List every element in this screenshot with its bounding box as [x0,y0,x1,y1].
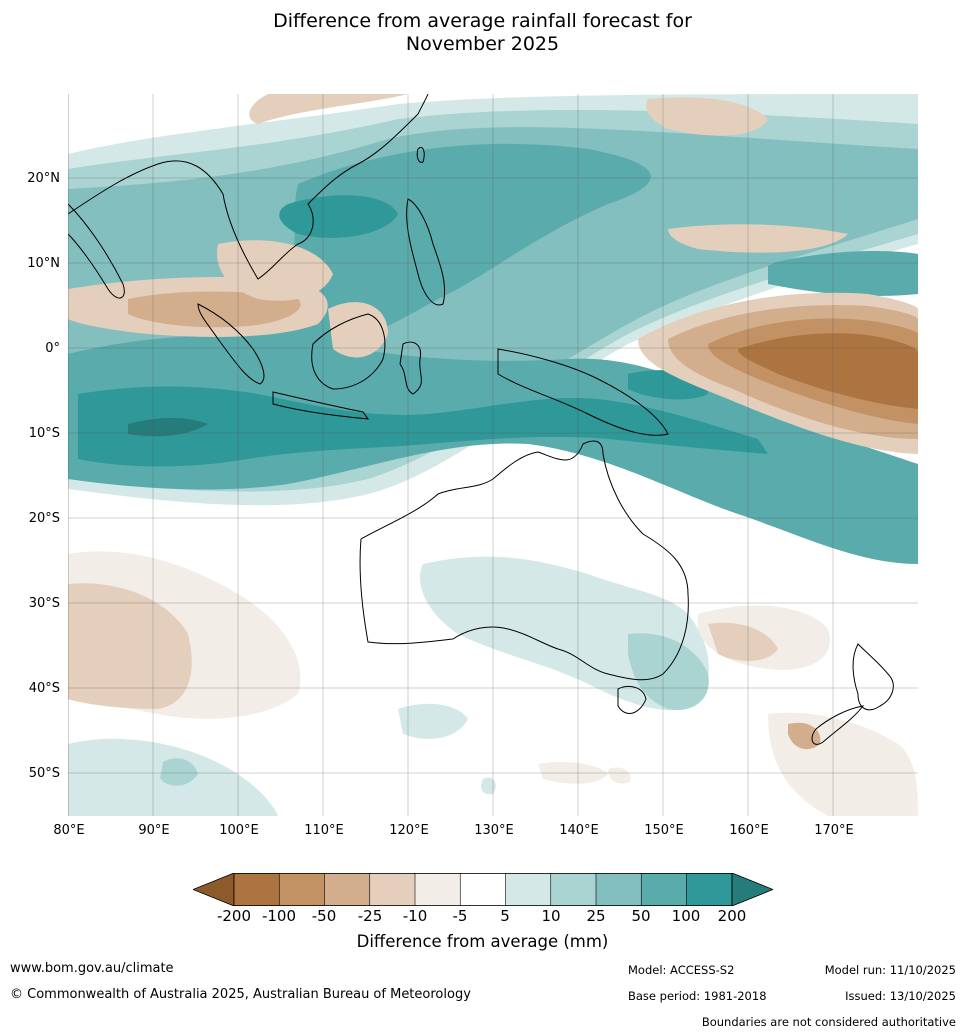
lat-label-10s: 10°S [28,426,60,441]
java-outline [272,391,370,420]
sulawesi-outline [399,341,422,395]
lon-label-170e: 170°E [814,823,854,838]
australia-outline [359,440,689,681]
graticule [68,94,918,816]
lat-label-30s: 30°S [28,596,60,611]
lat-label-20n: 20°N [27,171,60,186]
colorbar-swatch-above-200 [731,873,773,906]
new-zealand-south [811,705,865,745]
colorbar-swatch-10-5 [415,873,461,906]
mainland-asia-outline [68,94,429,280]
map-title: Difference from average rainfall forecas… [0,10,965,56]
legend-tick: -5 [452,907,468,925]
colorbar-swatch-5-10 [505,873,551,906]
legend-tick: 10 [541,907,561,925]
colorbar-swatch-below-200 [193,873,235,906]
new-guinea-outline [497,348,669,436]
rainfall-map-canvas [68,94,918,816]
dry-anomaly-zones [68,94,918,816]
lat-label-10n: 10°N [27,256,60,271]
legend-tick: -50 [311,907,337,925]
lat-label-40s: 40°S [28,681,60,696]
legend-tick: -25 [357,907,383,925]
legend-tick: -10 [402,907,428,925]
colorbar-swatch-10-25 [550,873,596,906]
legend-title: Difference from average (mm) [356,932,609,951]
colorbar-swatch-25-10 [369,873,415,906]
coastlines [68,94,894,745]
lon-label-110e: 110°E [304,823,344,838]
india-outline [68,203,125,299]
title-line-1: Difference from average rainfall forecas… [273,10,692,32]
lon-label-130e: 130°E [474,823,514,838]
legend-tick: 50 [631,907,651,925]
colorbar-swatch-50-25 [324,873,370,906]
copyright-text: © Commonwealth of Australia 2025, Austra… [10,987,471,1002]
boundaries-disclaimer: Boundaries are not considered authoritat… [701,1015,956,1029]
base-period: Base period: 1981-2018 [628,989,767,1003]
colorbar-swatch-100-200 [686,873,732,906]
website-link[interactable]: www.bom.gov.au/climate [10,961,174,976]
lon-label-100e: 100°E [219,823,259,838]
lon-label-90e: 90°E [138,823,170,838]
legend-tick: 5 [500,907,510,925]
taiwan-outline [416,147,425,163]
title-line-2: November 2025 [405,33,560,55]
legend-tick: 25 [586,907,606,925]
colorbar-swatch-25-50 [596,873,642,906]
lon-label-160e: 160°E [729,823,769,838]
lon-label-140e: 140°E [559,823,599,838]
legend-tick: -100 [261,907,297,925]
issued-date: Issued: 13/10/2025 [845,989,956,1003]
colorbar-swatch-5-5 [460,873,506,906]
lon-label-120e: 120°E [389,823,429,838]
lon-label-150e: 150°E [644,823,684,838]
colorbar-swatch-200-100 [234,873,280,906]
legend-colorbar [193,873,773,906]
colorbar-swatch-100-50 [279,873,325,906]
model-name: Model: ACCESS-S2 [628,963,735,977]
model-run-date: Model run: 11/10/2025 [824,963,956,977]
legend-tick: 200 [717,907,747,925]
colorbar-swatch-50-100 [641,873,687,906]
legend-tick: 100 [671,907,701,925]
lat-label-20s: 20°S [28,511,60,526]
rainfall-map [68,94,918,816]
lat-label-0: 0° [45,341,60,356]
legend-tick: -200 [216,907,252,925]
tasmania-outline [617,686,647,714]
lat-label-50s: 50°S [28,766,60,781]
new-zealand-north [852,643,894,711]
lon-label-80e: 80°E [53,823,85,838]
sumatra-outline [197,303,265,385]
philippines-outline [406,198,446,306]
